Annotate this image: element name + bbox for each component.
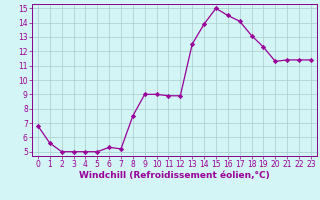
X-axis label: Windchill (Refroidissement éolien,°C): Windchill (Refroidissement éolien,°C) xyxy=(79,171,270,180)
